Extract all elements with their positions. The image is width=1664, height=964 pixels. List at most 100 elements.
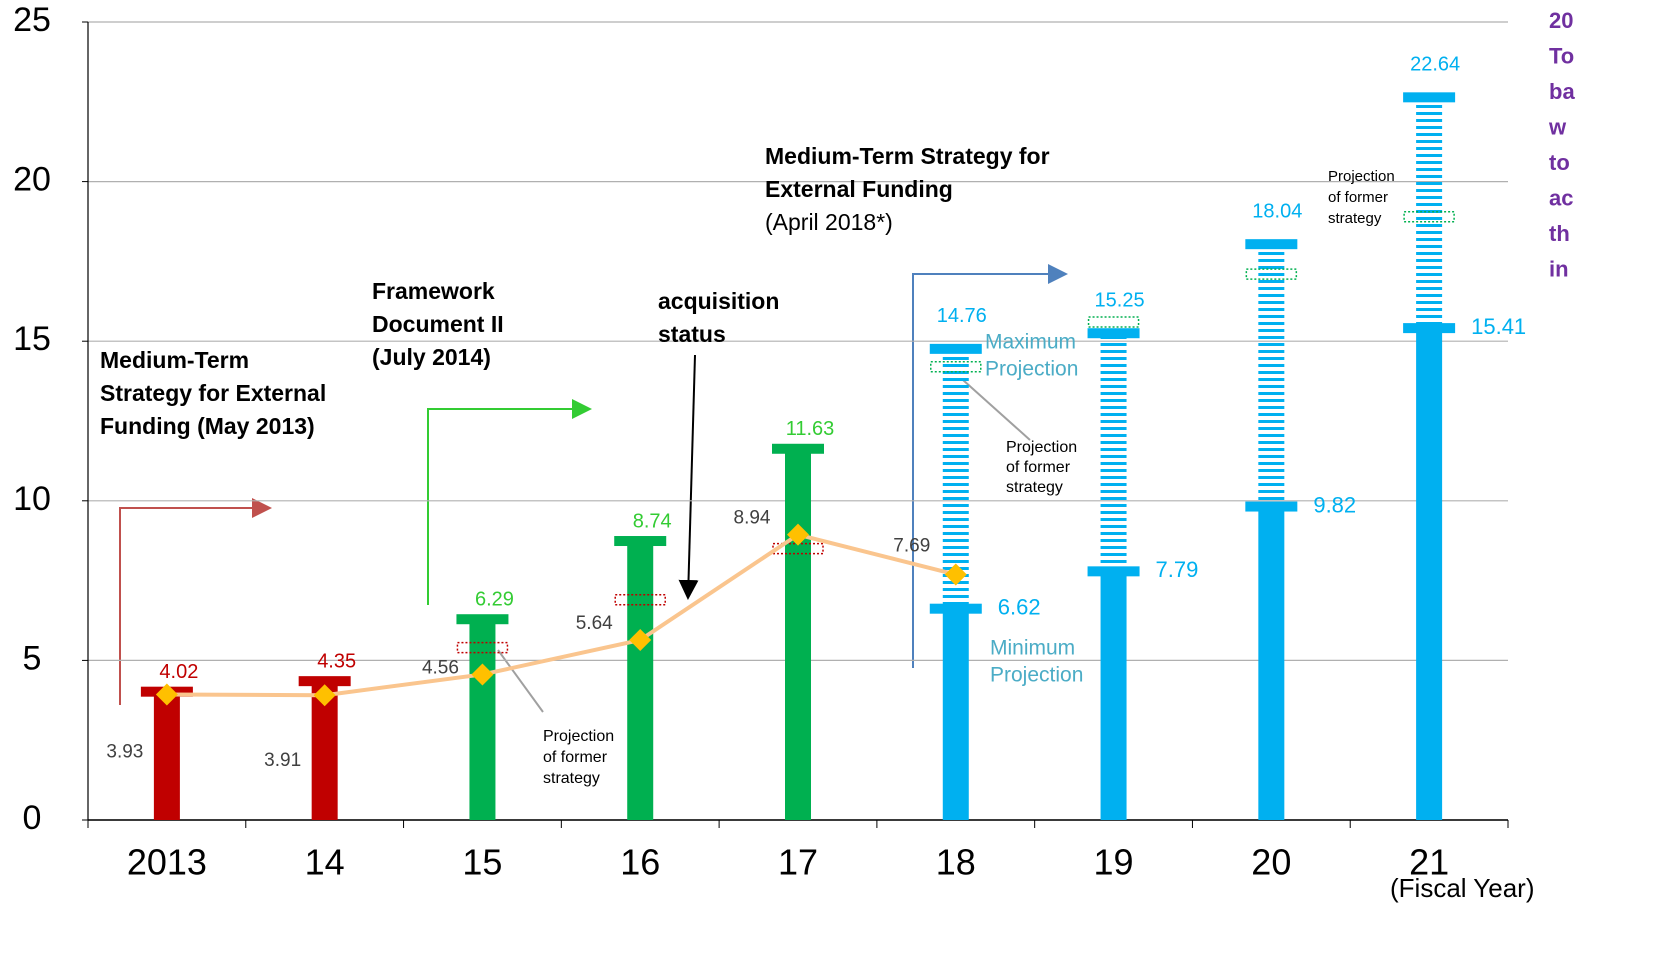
x-tick-label: 14 bbox=[305, 842, 345, 883]
annotation: of former bbox=[543, 749, 608, 766]
y-tick-label: 10 bbox=[13, 480, 51, 518]
former-projection bbox=[614, 594, 666, 606]
x-tick-label: 21 bbox=[1409, 842, 1449, 883]
x-tick-label: 18 bbox=[936, 842, 976, 883]
bar-cap bbox=[772, 443, 824, 454]
value-label: 4.35 bbox=[317, 650, 356, 672]
acquisition-label: 3.93 bbox=[106, 742, 143, 763]
value-label: 8.74 bbox=[633, 510, 672, 532]
x-tick-label: 19 bbox=[1094, 842, 1134, 883]
x-tick-label: 20 bbox=[1251, 842, 1291, 883]
x-tick-label: 17 bbox=[778, 842, 818, 883]
annotation: status bbox=[658, 321, 726, 347]
annotation: To bbox=[1549, 43, 1574, 68]
min-label: 9.82 bbox=[1313, 492, 1356, 517]
min-label: 6.62 bbox=[998, 595, 1041, 620]
acquisition-line bbox=[166, 532, 957, 698]
annotation: Minimum bbox=[990, 637, 1075, 660]
bar bbox=[1416, 328, 1443, 820]
acquisition-label: 7.69 bbox=[893, 536, 930, 557]
max-range bbox=[1100, 333, 1127, 572]
max-cap bbox=[1087, 328, 1140, 339]
annotation: Projection bbox=[985, 358, 1078, 381]
y-tick-label: 0 bbox=[23, 799, 42, 837]
max-cap bbox=[1245, 239, 1298, 250]
max-cap bbox=[1403, 92, 1456, 103]
annotation: of former bbox=[1328, 189, 1388, 206]
pointer bbox=[962, 379, 1031, 441]
bar bbox=[785, 448, 811, 820]
former-projection bbox=[930, 360, 982, 373]
acquisition-marker bbox=[313, 684, 336, 707]
annotation: Funding (May 2013) bbox=[100, 413, 315, 439]
acquisition-marker bbox=[629, 628, 652, 651]
annotation: in bbox=[1549, 256, 1569, 281]
min-label: 15.41 bbox=[1471, 314, 1526, 339]
arrow bbox=[912, 264, 1068, 668]
annotation: strategy bbox=[1006, 479, 1063, 496]
arrow bbox=[678, 354, 699, 600]
arrows bbox=[119, 264, 1068, 713]
acquisition-label: 5.64 bbox=[576, 613, 613, 634]
y-tick-label: 5 bbox=[23, 639, 42, 677]
former-projection bbox=[1087, 316, 1140, 328]
bar bbox=[1100, 571, 1127, 820]
annotation: (April 2018*) bbox=[765, 209, 893, 235]
x-tick-label: 15 bbox=[462, 842, 502, 883]
bar bbox=[469, 619, 496, 820]
annotation: Maximum bbox=[985, 331, 1076, 354]
acquisition-label: 8.94 bbox=[734, 508, 771, 529]
bar-cap bbox=[456, 614, 509, 625]
annotation: Medium-Term bbox=[100, 347, 249, 373]
annotation: Projection bbox=[1328, 168, 1395, 185]
value-label: 4.02 bbox=[159, 661, 198, 683]
former-projection bbox=[1403, 210, 1455, 223]
annotation: th bbox=[1549, 221, 1570, 246]
acquisition-marker bbox=[471, 663, 494, 686]
annotation: acquisition bbox=[658, 288, 779, 314]
bar bbox=[627, 541, 654, 820]
acquisition-label: 3.91 bbox=[264, 750, 301, 771]
value-label: 11.63 bbox=[786, 418, 835, 440]
acquisition-marker bbox=[787, 523, 809, 546]
arrow bbox=[119, 498, 272, 705]
bar-cap bbox=[298, 676, 351, 687]
former-projection bbox=[1245, 268, 1298, 280]
x-axis-label: (Fiscal Year) bbox=[1390, 873, 1535, 903]
annotation: Projection bbox=[1006, 439, 1077, 456]
annotation: Medium-Term Strategy for bbox=[765, 143, 1050, 169]
bar bbox=[1258, 506, 1285, 820]
arrow bbox=[427, 399, 592, 605]
max-label: 14.76 bbox=[937, 305, 987, 327]
bar bbox=[153, 691, 180, 820]
max-label: 15.25 bbox=[1095, 290, 1145, 312]
bar bbox=[942, 608, 969, 820]
annotation: Projection bbox=[990, 664, 1083, 687]
min-label: 7.79 bbox=[1156, 557, 1199, 582]
annotation: Framework bbox=[372, 278, 495, 304]
annotation: External Funding bbox=[765, 176, 953, 202]
annotation: ac bbox=[1549, 185, 1573, 210]
max-range bbox=[1258, 244, 1285, 507]
max-range bbox=[1416, 97, 1443, 329]
acquisition-marker bbox=[944, 563, 967, 586]
annotation: of former bbox=[1006, 459, 1071, 476]
annotation: Document II bbox=[372, 311, 504, 337]
annotation: to bbox=[1549, 150, 1570, 175]
x-tick-label: 2013 bbox=[127, 842, 207, 883]
bar-cap bbox=[614, 536, 667, 547]
acquisition-label: 4.56 bbox=[422, 657, 459, 678]
annotation: w bbox=[1548, 114, 1567, 139]
y-tick-label: 15 bbox=[13, 320, 51, 358]
annotation: (July 2014) bbox=[372, 344, 491, 370]
x-tick-label: 16 bbox=[620, 842, 660, 883]
y-tick-label: 20 bbox=[13, 161, 51, 199]
annotation: 20 bbox=[1549, 8, 1573, 33]
max-cap bbox=[929, 343, 982, 354]
annotation: strategy bbox=[543, 770, 600, 787]
y-tick-label: 25 bbox=[13, 1, 51, 39]
annotation: Strategy for External bbox=[100, 380, 326, 406]
value-label: 6.29 bbox=[475, 589, 514, 611]
max-label: 22.64 bbox=[1410, 54, 1460, 76]
